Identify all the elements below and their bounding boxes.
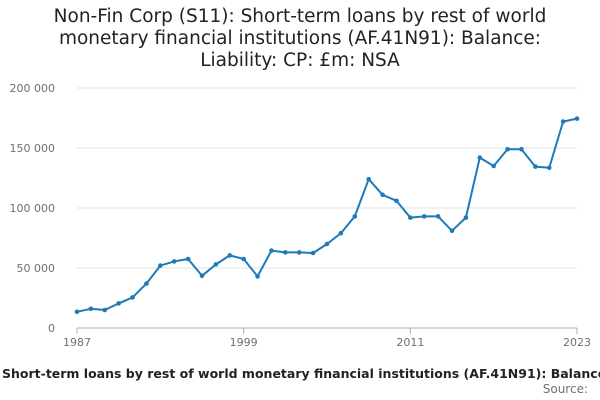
data-point — [421, 214, 427, 219]
data-point — [324, 241, 330, 247]
data-point — [394, 198, 399, 204]
data-point — [560, 119, 566, 124]
data-point — [158, 263, 163, 268]
data-point — [185, 256, 191, 262]
x-tick-label: 2023 — [563, 336, 591, 349]
data-point — [213, 262, 219, 267]
data-point — [338, 230, 344, 236]
data-point — [296, 250, 302, 255]
y-tick-label: 0 — [48, 322, 55, 335]
data-point — [491, 163, 496, 169]
y-tick-label: 200 000 — [10, 82, 56, 95]
data-point — [380, 192, 385, 198]
y-tick-label: 50 000 — [17, 262, 56, 275]
data-point — [519, 146, 524, 152]
data-point — [574, 116, 580, 121]
data-point — [227, 253, 233, 258]
series — [74, 116, 580, 315]
data-point — [435, 214, 441, 219]
data-point — [546, 165, 552, 171]
data-point — [241, 256, 246, 262]
data-point — [310, 250, 316, 256]
x-axis-tick-labels: 1987 1999 2011 2023 — [63, 336, 591, 349]
data-point — [352, 214, 358, 219]
y-axis-tick-labels: 0 50 000 100 000 150 000 200 000 — [10, 82, 56, 335]
y-tick-label: 150 000 — [10, 142, 56, 155]
data-point — [449, 228, 455, 234]
x-tick-label: 2011 — [396, 336, 424, 349]
data-point — [408, 215, 413, 220]
data-point — [171, 259, 177, 264]
chart-title: Non-Fin Corp (S11): Short-term loans by … — [53, 6, 547, 71]
data-point — [130, 295, 135, 300]
x-tick-label: 1987 — [63, 336, 91, 349]
x-tick-label: 1999 — [230, 336, 258, 349]
data-point — [144, 281, 149, 286]
data-point — [533, 164, 538, 169]
data-point — [283, 250, 288, 255]
source-label: Source: — [542, 382, 588, 396]
y-tick-label: 100 000 — [10, 202, 56, 215]
data-point — [74, 309, 80, 315]
data-point — [199, 273, 205, 279]
data-point — [505, 146, 510, 152]
data-point — [88, 306, 94, 312]
data-point — [269, 248, 274, 253]
legend-series-label: Short-term loans by rest of world moneta… — [2, 366, 600, 381]
gridlines — [77, 87, 577, 269]
data-point — [366, 176, 371, 182]
data-point — [116, 301, 121, 306]
data-point — [463, 215, 469, 220]
data-point — [102, 307, 108, 313]
data-point — [477, 155, 483, 160]
x-axis — [76, 327, 578, 334]
data-point — [255, 274, 260, 279]
